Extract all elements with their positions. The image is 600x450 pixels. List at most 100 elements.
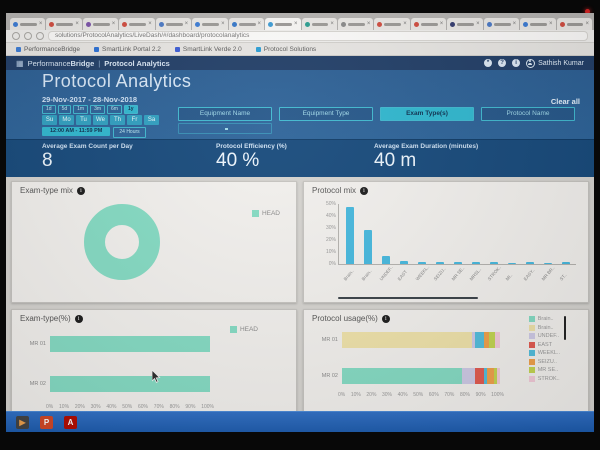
browser-tab[interactable]: ×: [10, 18, 46, 30]
quick-range-button[interactable]: 3m: [90, 105, 106, 114]
forward-icon[interactable]: [24, 32, 32, 40]
filter-button[interactable]: Exam Type(s): [380, 107, 474, 121]
weekday-button[interactable]: Th: [110, 115, 125, 125]
tab-close-icon[interactable]: ×: [403, 21, 407, 27]
bookmark-item[interactable]: SmartLink Verde 2.0: [174, 46, 242, 53]
quick-range-button[interactable]: 6m: [107, 105, 122, 114]
bar-segment: [484, 368, 488, 384]
info-icon[interactable]: i: [512, 59, 521, 67]
y-axis-tick: 20%: [325, 237, 336, 243]
quick-range-button[interactable]: 1y: [123, 105, 138, 114]
apps-grid-icon[interactable]: ▦: [16, 58, 24, 68]
browser-tab[interactable]: ×: [337, 18, 374, 30]
tab-close-icon[interactable]: ×: [439, 21, 444, 27]
page-title: Protocol Analytics: [42, 71, 192, 91]
bookmark-favicon-icon: [255, 46, 261, 52]
chart-legend: HEAD: [229, 326, 258, 333]
hours-toggle-button[interactable]: 24 Hours: [113, 127, 146, 138]
tab-close-icon[interactable]: ×: [111, 21, 116, 27]
browser-tab[interactable]: ×: [520, 18, 556, 30]
tab-close-icon[interactable]: ×: [293, 21, 298, 27]
quick-range-button[interactable]: 1d: [42, 105, 56, 114]
bookmark-label: SmartLink Portal 2.2: [102, 45, 161, 53]
brand-logo[interactable]: PerformanceBridge: [28, 59, 95, 68]
legend-item: SEIZU..: [528, 358, 560, 365]
tab-close-icon[interactable]: ×: [38, 21, 43, 27]
tab-favicon-icon: [559, 21, 565, 27]
chart-row: MR 01: [310, 332, 500, 348]
legend-label: WEEKL..: [537, 350, 560, 356]
refresh-icon[interactable]: [36, 32, 44, 40]
browser-tab[interactable]: ×: [155, 18, 192, 30]
tab-close-icon[interactable]: ×: [75, 21, 79, 27]
browser-tab[interactable]: ×: [265, 18, 301, 30]
weekday-button[interactable]: Mo: [59, 115, 74, 125]
chart-info-icon[interactable]: i: [381, 314, 390, 323]
vertical-scrollbar[interactable]: [564, 316, 566, 340]
url-input[interactable]: solutions/ProtocolAnalytics/LiveDash/#/d…: [48, 31, 588, 41]
equipment-name-selection-box[interactable]: [178, 123, 272, 134]
user-menu[interactable]: Sathish Kumar: [526, 58, 584, 68]
chart-row: MR 02: [18, 376, 210, 392]
browser-tab[interactable]: ×: [192, 18, 228, 30]
clear-all-button[interactable]: Clear all: [550, 97, 580, 106]
legend-label: HEAD: [239, 326, 258, 333]
x-axis-tick: 30%: [90, 404, 101, 410]
back-icon[interactable]: [12, 32, 20, 40]
time-range-button[interactable]: 12:00 AM - 11:59 PM: [42, 127, 111, 136]
chart-info-icon[interactable]: i: [74, 314, 83, 323]
quick-range-button[interactable]: 1m: [73, 105, 89, 114]
x-axis-tick: SEIZU..: [432, 266, 447, 282]
chart-info-icon[interactable]: i: [360, 186, 369, 195]
browser-tab[interactable]: ×: [483, 18, 520, 30]
row-label: MR 01: [321, 337, 338, 343]
filter-button[interactable]: Equipment Name: [178, 107, 272, 121]
powerpoint-icon[interactable]: P: [40, 415, 53, 429]
acrobat-icon[interactable]: A: [64, 415, 77, 429]
bar: [400, 260, 408, 264]
bookmark-item[interactable]: PerformanceBridge: [16, 46, 80, 53]
weekday-button[interactable]: We: [93, 115, 108, 125]
browser-tab[interactable]: ×: [374, 18, 410, 30]
weekday-button[interactable]: Fr: [127, 115, 142, 125]
browser-tab[interactable]: ×: [119, 18, 155, 30]
browser-tab[interactable]: ×: [410, 18, 447, 30]
legend-swatch: [229, 326, 237, 333]
row-track: [50, 376, 210, 392]
weekday-button[interactable]: Sa: [144, 115, 159, 125]
tab-close-icon[interactable]: ×: [476, 21, 480, 27]
help-icon[interactable]: ?: [498, 59, 507, 67]
chart-info-icon[interactable]: i: [76, 186, 85, 195]
bookmark-item[interactable]: Protocol Solutions: [255, 46, 316, 53]
quick-range-button[interactable]: 5d: [57, 105, 72, 114]
tab-close-icon[interactable]: ×: [512, 21, 517, 27]
tab-close-icon[interactable]: ×: [257, 21, 262, 27]
media-icon[interactable]: ▶: [16, 415, 29, 429]
browser-tab[interactable]: ×: [301, 18, 337, 30]
tab-close-icon[interactable]: ×: [148, 21, 152, 27]
tab-close-icon[interactable]: ×: [221, 21, 225, 27]
horizontal-scrollbar[interactable]: [338, 296, 478, 299]
tab-close-icon[interactable]: ×: [330, 21, 334, 27]
bar-segment: [474, 332, 485, 348]
browser-tab[interactable]: ×: [447, 18, 483, 30]
tab-close-icon[interactable]: ×: [366, 21, 371, 27]
settings-gear-icon[interactable]: *: [484, 59, 493, 67]
filter-button[interactable]: Equipment Type: [279, 107, 373, 121]
tab-close-icon[interactable]: ×: [585, 21, 589, 27]
x-axis-tick: MRSL..: [468, 266, 483, 282]
browser-tab[interactable]: ×: [228, 18, 265, 30]
bookmark-item[interactable]: SmartLink Portal 2.2: [94, 46, 161, 53]
weekday-button[interactable]: Su: [42, 115, 57, 125]
browser-tab[interactable]: ×: [46, 18, 82, 30]
browser-tab[interactable]: ×: [82, 18, 119, 30]
browser-tab[interactable]: ×: [556, 18, 592, 30]
legend-item: Brain..: [528, 324, 560, 331]
x-axis-tick: 50%: [413, 392, 424, 398]
tab-title-placeholder: [384, 22, 402, 26]
filter-button[interactable]: Protocol Name: [481, 107, 575, 121]
bar-segment: [495, 332, 500, 348]
weekday-button[interactable]: Tu: [76, 115, 91, 125]
tab-close-icon[interactable]: ×: [184, 21, 189, 27]
tab-close-icon[interactable]: ×: [549, 21, 553, 27]
